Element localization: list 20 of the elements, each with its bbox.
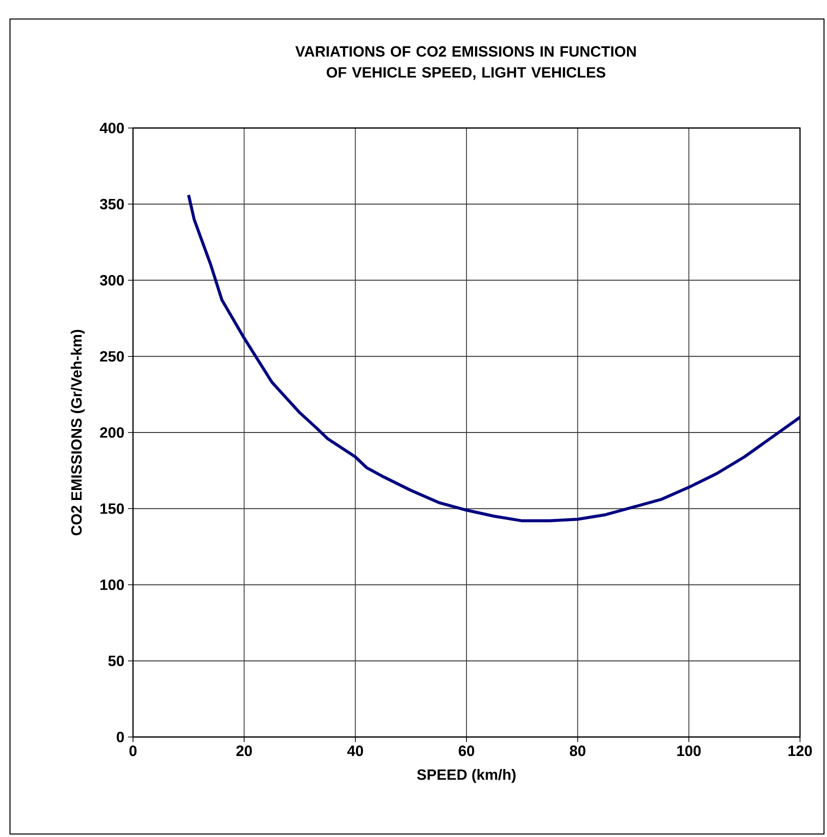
y-tick-label: 400 [100, 122, 124, 134]
x-tick-label: 40 [347, 746, 364, 756]
y-tick-label: 300 [100, 274, 124, 286]
x-tick-label: 120 [788, 746, 812, 756]
y-tick-label: 50 [108, 656, 124, 666]
chart-title: VARIATIONS OF CO2 EMISSIONS IN FUNCTION OF VEHICLE SPEED, LIGHT VEHICLES [295, 46, 636, 80]
y-tick-label: 200 [100, 427, 124, 438]
x-tick-label: 80 [570, 746, 586, 756]
y-tick-label: 100 [100, 579, 124, 590]
x-tick-label: 0 [129, 746, 137, 756]
x-axis-title: SPEED (km/h) [417, 768, 516, 783]
line-series [187, 193, 800, 522]
x-tick-label: 20 [236, 746, 252, 756]
x-tick-label: 100 [677, 746, 701, 756]
x-tick-label: 60 [458, 746, 474, 756]
y-tick-label: 0 [116, 732, 124, 742]
y-tick-label: 350 [100, 198, 124, 210]
y-tick-label: 150 [100, 503, 124, 514]
y-tick-label: 250 [100, 351, 124, 362]
y-axis-title: CO2 EMISSIONS (Gr/Veh-km) [70, 330, 85, 536]
